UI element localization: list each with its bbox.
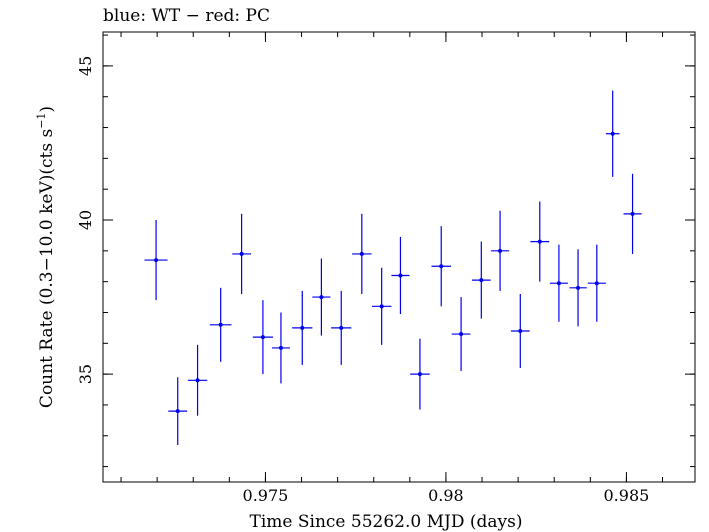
data-point <box>605 90 620 177</box>
data-point <box>144 220 168 301</box>
point-marker <box>278 345 283 350</box>
y-axis-label-main: Count Rate (0.3−10.0 keV)(cts s <box>37 129 57 408</box>
data-points <box>144 90 642 446</box>
point-marker <box>175 409 180 414</box>
data-point <box>431 226 451 307</box>
data-point <box>587 244 606 322</box>
point-marker <box>459 332 464 337</box>
data-point <box>451 297 471 372</box>
point-marker <box>417 372 422 377</box>
x-axis-label: Time Since 55262.0 MJD (days) <box>250 512 523 532</box>
y-tick-label: 35 <box>76 364 95 384</box>
point-marker <box>195 378 200 383</box>
data-point <box>271 312 290 384</box>
data-point <box>491 210 510 291</box>
data-point <box>331 290 352 365</box>
y-tick-label: 45 <box>76 56 95 76</box>
point-marker <box>154 258 159 263</box>
data-point <box>391 236 410 315</box>
y-axis-label: Count Rate (0.3−10.0 keV)(cts s−1) <box>35 106 57 408</box>
point-marker <box>239 251 244 256</box>
point-marker <box>630 211 635 216</box>
point-marker <box>610 131 615 136</box>
data-point <box>312 258 331 336</box>
point-marker <box>518 328 523 333</box>
point-marker <box>594 281 599 286</box>
point-marker <box>576 285 581 290</box>
point-marker <box>439 264 444 269</box>
data-point <box>252 300 274 375</box>
plot-frame <box>102 31 696 483</box>
data-point <box>569 249 587 327</box>
point-marker <box>379 304 384 309</box>
y-axis-label-end: ) <box>37 106 57 113</box>
data-point <box>168 377 188 446</box>
point-marker <box>218 322 223 327</box>
data-point <box>623 173 642 254</box>
data-point <box>530 201 550 282</box>
point-marker <box>260 335 265 340</box>
data-point <box>292 290 313 365</box>
data-point <box>510 293 530 368</box>
data-point <box>410 338 430 410</box>
data-point <box>371 267 392 345</box>
data-point <box>471 241 491 319</box>
point-marker <box>537 239 542 244</box>
axis-ticks <box>103 32 695 482</box>
data-point <box>209 287 232 362</box>
chart-title: blue: WT − red: PC <box>103 6 270 26</box>
y-tick-label: 40 <box>76 210 95 230</box>
data-point <box>232 213 251 294</box>
x-tick-label: 0.98 <box>428 486 464 505</box>
data-point <box>187 344 208 416</box>
point-marker <box>398 273 403 278</box>
point-marker <box>319 295 324 300</box>
axis-tick-labels: 0.975 0.98 0.985 35 40 45 <box>76 56 649 505</box>
point-marker <box>479 278 484 283</box>
data-point <box>549 244 568 322</box>
point-marker <box>498 248 503 253</box>
point-marker <box>339 325 344 330</box>
point-marker <box>300 325 305 330</box>
y-axis-label-sup: −1 <box>35 113 48 129</box>
point-marker <box>556 281 561 286</box>
point-marker <box>359 251 364 256</box>
x-tick-label: 0.975 <box>243 486 289 505</box>
data-point <box>352 213 372 294</box>
x-tick-label: 0.985 <box>604 486 650 505</box>
